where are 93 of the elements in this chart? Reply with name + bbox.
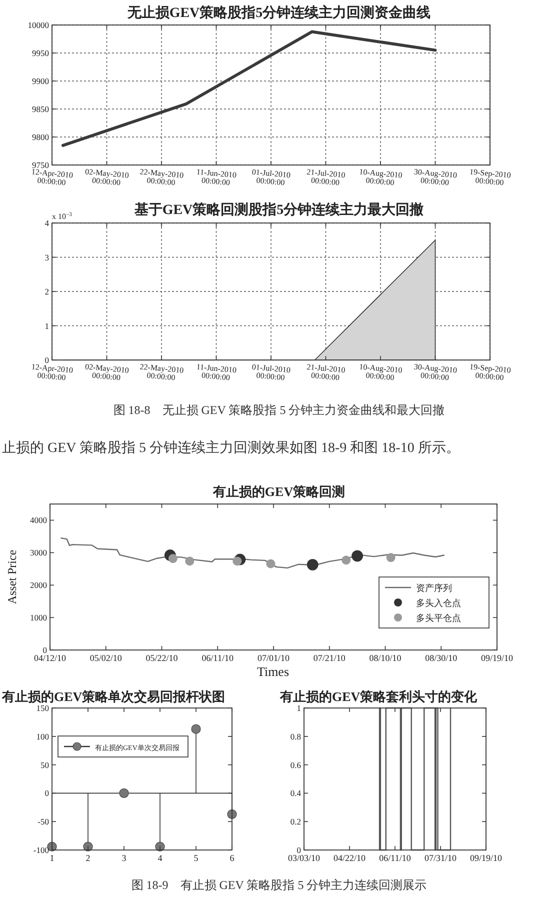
text: x 10$^{−3}$ (52, 212, 72, 221)
x-tick-label: 19-Sep-2010 00:00:00 (469, 362, 512, 382)
caption: 图 18-9 有止损 GEV 策略股指 5 分钟主力连续回测展示 (131, 878, 427, 892)
x-tick-label: 12-Apr-2010 00:00:00 (31, 362, 74, 382)
y-tick-label: 0.6 (290, 760, 301, 770)
x-tick-label: 03/03/10 (288, 853, 320, 863)
x-tick-label: 07/21/10 (313, 653, 346, 663)
y-tick-label: 3 (44, 252, 49, 262)
x-tick-label: 02-May-2010 00:00:00 (84, 362, 130, 382)
x-tick-label: 11-Jun-2010 00:00:00 (196, 362, 237, 382)
point (306, 558, 318, 570)
x-tick-label: 5 (194, 853, 199, 863)
y-tick-label: 9800 (32, 132, 49, 142)
text: 止损的 GEV 策略股指 5 分钟连续主力回测效果如图 18-9 和图 18-10 所示。 (2, 440, 460, 456)
y-tick-label: 4 (44, 218, 50, 228)
x-tick-label: 3 (122, 853, 127, 863)
point (185, 556, 194, 566)
point (352, 550, 364, 562)
y-tick-label: 0.4 (290, 788, 302, 798)
x-tick-label: 02-May-2010 00:00:00 (84, 167, 130, 188)
x-tick-label: 22-May-2010 00:00:00 (139, 167, 184, 188)
x-tick-label: 05/02/10 (90, 653, 122, 663)
y-tick-label: 0 (44, 788, 49, 798)
y-tick-label: 1000 (30, 612, 47, 623)
x-tick-label: 21-Jul-2010 00:00:00 (306, 362, 346, 382)
x-tick-label: 4 (158, 853, 163, 863)
x-tick-label: 10-Aug-2010 00:00:00 (358, 362, 403, 382)
point (386, 553, 396, 562)
y-tick-label: 3000 (30, 548, 47, 558)
y-tick-label: 9950 (32, 48, 49, 58)
y-tick-label: 2000 (30, 580, 47, 590)
x-axis-title: Times (256, 664, 290, 679)
y-axis-title: Asset Price (5, 550, 19, 604)
x-tick-label: 04/12/10 (34, 653, 66, 663)
y-tick-label: 10000 (28, 20, 49, 30)
y-tick-label: 0.8 (290, 731, 301, 742)
x-tick-label: 06/11/10 (379, 853, 412, 863)
x-tick-label: 30-Aug-2010 00:00:00 (414, 167, 458, 188)
x-tick-label: 04/22/10 (333, 853, 366, 863)
x-tick-label: 08/10/10 (369, 653, 402, 663)
x-tick-label: 2 (86, 853, 90, 863)
point (119, 788, 129, 798)
y-tick-label: 0 (44, 355, 49, 365)
chart-title: 无止损GEV策略股指5分钟连续主力回测资金曲线 (126, 4, 431, 21)
y-tick-label: -50 (38, 816, 49, 827)
point (342, 556, 351, 565)
x-tick-label: 08/30/10 (425, 653, 458, 663)
y-tick-label: 9850 (32, 104, 49, 114)
point (83, 842, 93, 852)
point (232, 556, 242, 566)
x-tick-label: 01-Jul-2010 00:00:00 (252, 167, 291, 188)
y-tick-label: 150 (36, 703, 49, 713)
x-tick-label: 09/19/10 (480, 653, 514, 663)
y-tick-label: 0.2 (290, 816, 301, 827)
x-tick-label: 07/31/10 (424, 853, 457, 863)
line-series (61, 30, 437, 147)
x-tick-label: 01-Jul-2010 00:00:00 (252, 362, 291, 382)
y-tick-label: 100 (36, 731, 49, 742)
point (155, 842, 165, 852)
x-tick-label: 11-Jun-2010 00:00:00 (196, 167, 237, 188)
chart-title: 有止损的GEV策略单次交易回报杆状图 (1, 689, 226, 704)
legend-label: 多头平仓点 (416, 613, 461, 623)
y-tick-label: 1 (296, 703, 301, 713)
x-tick-label: 22-May-2010 00:00:00 (139, 362, 184, 382)
x-tick-label: 19-Sep-2010 00:00:00 (469, 167, 512, 188)
caption: 图 18-8 无止损 GEV 策略股指 5 分钟主力资金曲线和最大回撤 (113, 403, 445, 417)
x-tick-label: 06/11/10 (202, 653, 234, 663)
line-series (60, 537, 445, 569)
y-tick-label: 9750 (32, 160, 49, 170)
y-tick-label: 50 (40, 760, 49, 770)
x-tick-label: 6 (230, 853, 235, 863)
x-tick-label: 30-Aug-2010 00:00:00 (414, 362, 458, 382)
y-tick-label: 4000 (30, 515, 47, 526)
point (191, 724, 201, 734)
chart-title: 有止损的GEV策略套利头寸的变化 (279, 689, 478, 704)
point (266, 559, 276, 568)
x-tick-label: 07/01/10 (257, 653, 290, 663)
x-tick-label: 09/19/10 (470, 853, 502, 863)
y-tick-label: 0 (296, 845, 301, 855)
x-tick-label: 05/22/10 (146, 653, 178, 663)
x-tick-label: 12-Apr-2010 00:00:00 (31, 167, 74, 188)
x-tick-label: 21-Jul-2010 00:00:00 (306, 167, 346, 188)
y-tick-label: -100 (33, 845, 49, 855)
legend-label: 资产序列 (416, 583, 452, 593)
point (168, 554, 178, 564)
y-tick-label: 1 (44, 320, 49, 331)
chart-title: 基于GEV策略回测股指5分钟连续主力最大回撤 (133, 201, 424, 218)
y-tick-label: 2 (44, 286, 49, 296)
legend-label: 多头入仓点 (416, 598, 461, 608)
y-tick-label: 0 (42, 645, 47, 655)
y-tick-label: 9900 (32, 76, 49, 86)
chart-title: 有止损的GEV策略回测 (212, 484, 346, 499)
x-tick-label: 10-Aug-2010 00:00:00 (358, 167, 403, 188)
